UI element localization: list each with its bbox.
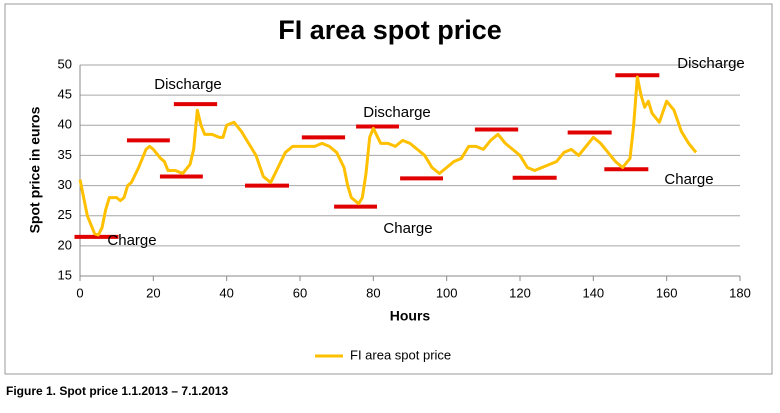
annotation: Charge <box>107 232 156 249</box>
x-tick-label: 180 <box>729 285 751 300</box>
series-line <box>78 75 698 237</box>
x-tick-label: 20 <box>146 285 160 300</box>
y-tick-label: 45 <box>58 87 72 102</box>
chart-title: FI area spot price <box>278 15 502 45</box>
x-tick-label: 100 <box>436 285 458 300</box>
annotation: Discharge <box>363 104 431 121</box>
annotation: Discharge <box>154 76 222 93</box>
caption: Figure 1. Spot price 1.1.2013 – 7.1.2013 <box>6 384 228 398</box>
y-tick-label: 30 <box>58 177 72 192</box>
y-axis-label: Spot price in euros <box>27 106 43 233</box>
y-tick-label: 15 <box>58 267 72 282</box>
x-tick-label: 160 <box>656 285 678 300</box>
y-tick-label: 40 <box>58 117 72 132</box>
x-tick-label: 0 <box>76 285 83 300</box>
y-tick-label: 25 <box>58 207 72 222</box>
y-tick-label: 50 <box>58 56 72 71</box>
legend-label: FI area spot price <box>350 347 451 362</box>
x-tick-label: 40 <box>219 285 233 300</box>
x-axis-label: Hours <box>390 308 431 324</box>
x-tick-label: 80 <box>366 285 380 300</box>
x-tick-label: 120 <box>509 285 531 300</box>
x-tick-label: 60 <box>293 285 307 300</box>
annotation: Charge <box>664 171 713 188</box>
chart-frame <box>4 3 773 375</box>
x-tick-label: 140 <box>582 285 604 300</box>
y-tick-label: 20 <box>58 237 72 252</box>
y-tick-label: 35 <box>58 147 72 162</box>
annotation: Discharge <box>677 55 745 72</box>
annotation: Charge <box>383 220 432 237</box>
